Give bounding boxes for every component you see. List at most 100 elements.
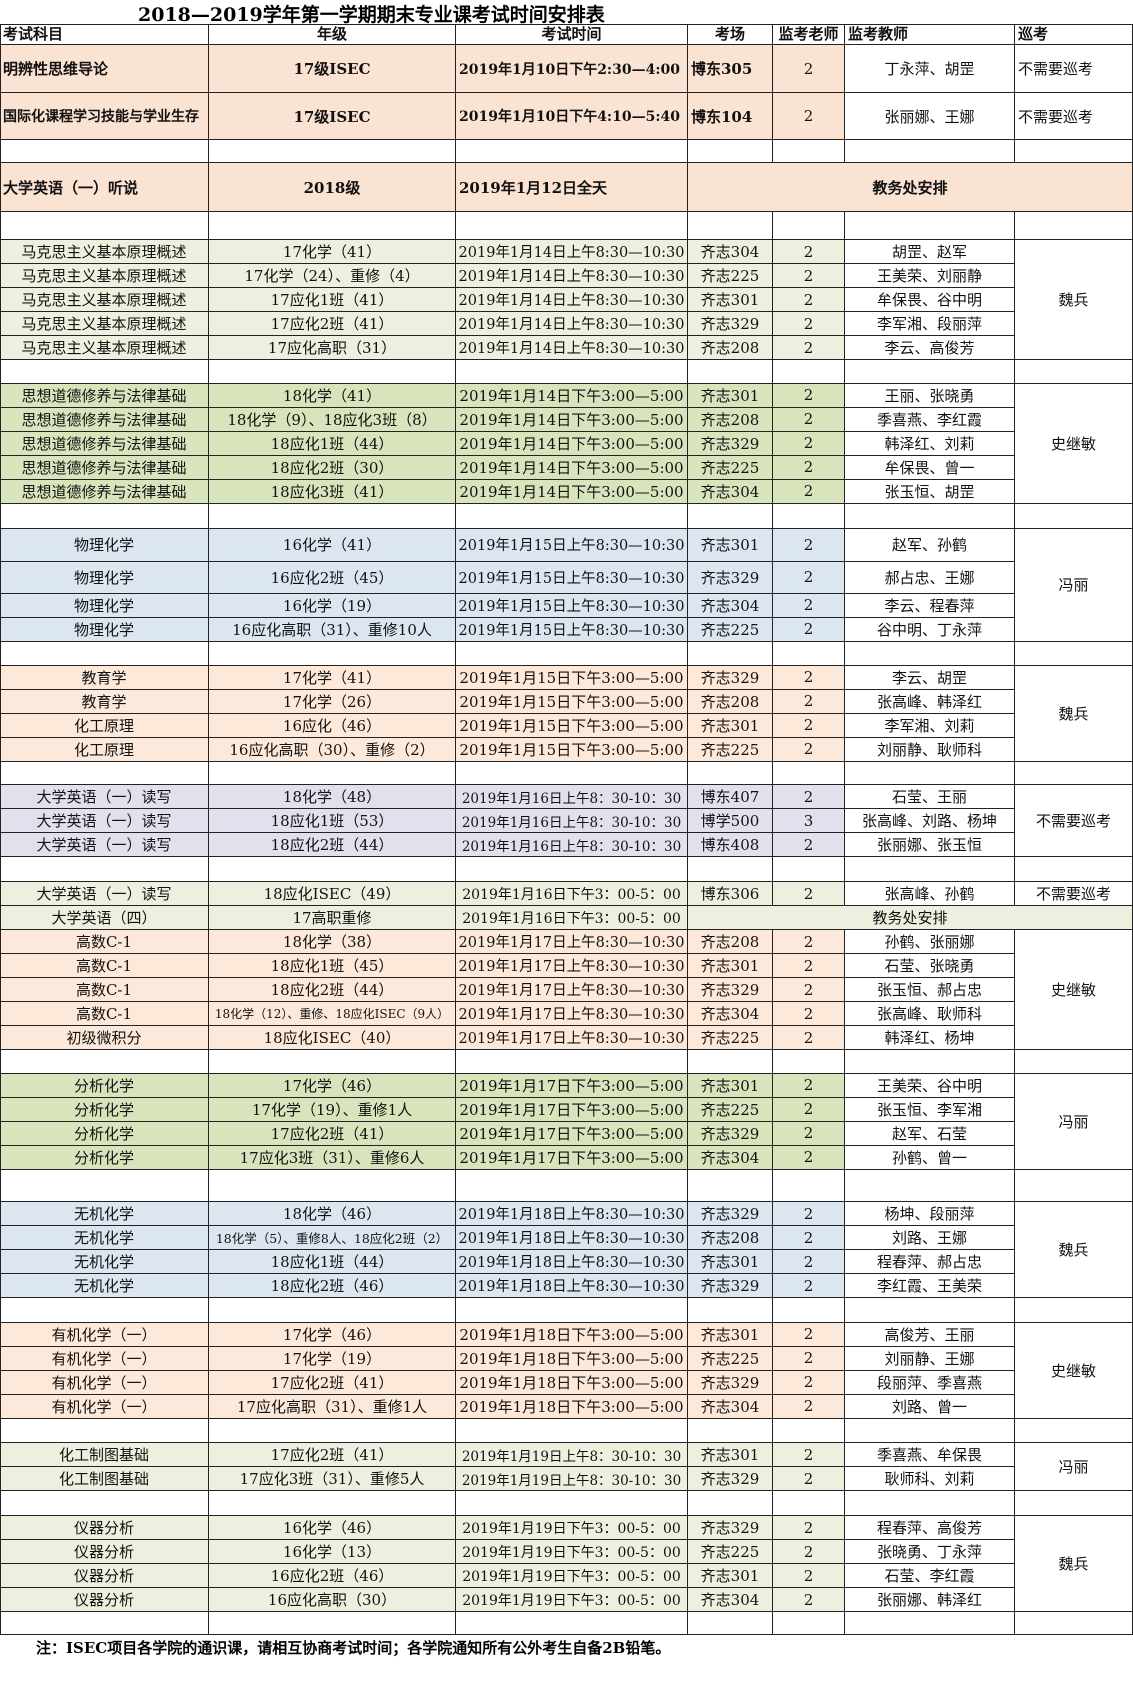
exam-cell: 仪器分析: [0, 1588, 209, 1613]
blank-cell: [773, 140, 845, 163]
exam-cell: 刘丽静、王娜: [845, 1346, 1015, 1371]
exam-cell: 2: [773, 312, 845, 337]
exam-cell: 17化学（46）: [209, 1073, 456, 1098]
exam-cell: 2019年1月15日下午3:00—5:00: [456, 737, 688, 762]
exam-cell: 齐志304: [688, 1002, 773, 1027]
header-cell: 巡考: [1015, 23, 1133, 46]
header-cell: 监考老师: [773, 23, 845, 46]
blank-cell: [209, 1612, 456, 1635]
exam-cell: 高数C-1: [0, 978, 209, 1003]
exam-cell: 张晓勇、丁永萍: [845, 1540, 1015, 1565]
exam-cell: 2019年1月14日下午3:00—5:00: [456, 479, 688, 504]
blank-cell: [845, 212, 1015, 241]
exam-cell: 齐志225: [688, 1540, 773, 1565]
exam-cell: 仪器分析: [0, 1516, 209, 1541]
blank-cell: [688, 761, 773, 786]
exam-cell: 齐志225: [688, 455, 773, 480]
exam-cell: 明辨性思维导论: [0, 45, 209, 94]
exam-cell: 丁永萍、胡罡: [845, 45, 1015, 94]
blank-cell: [209, 761, 456, 786]
exam-cell: 2019年1月19日上午8：30-10：30: [456, 1467, 688, 1492]
exam-cell: 16化学（19）: [209, 593, 456, 618]
exam-cell: 齐志304: [688, 1145, 773, 1170]
blank-cell: [456, 140, 688, 163]
blank-cell: [456, 1418, 688, 1444]
exam-cell: 2: [773, 1467, 845, 1492]
exam-cell: 2: [773, 978, 845, 1003]
exam-cell: 2: [773, 264, 845, 289]
exam-cell: 16应化2班（45）: [209, 561, 456, 594]
exam-cell: 齐志208: [688, 930, 773, 955]
blank-cell: [0, 761, 209, 786]
exam-cell: 2: [773, 713, 845, 738]
blank-cell: [1015, 1050, 1133, 1074]
exam-cell: 齐志225: [688, 1026, 773, 1051]
exam-cell: 2019年1月19日下午3：00-5：00: [456, 1540, 688, 1565]
exam-cell: 2: [773, 833, 845, 858]
blank-cell: [209, 212, 456, 241]
exam-cell: 17化学（19）、重修1人: [209, 1097, 456, 1122]
exam-cell: 2: [773, 930, 845, 955]
exam-cell: 2019年1月19日上午8：30-10：30: [456, 1443, 688, 1468]
exam-cell: 胡罡、赵军: [845, 240, 1015, 265]
exam-cell: 2019年1月18日下午3:00—5:00: [456, 1370, 688, 1395]
blank-cell: [773, 1169, 845, 1202]
exam-cell: 无机化学: [0, 1226, 209, 1250]
exam-cell: 17应化2班（41）: [209, 1121, 456, 1146]
blank-cell: [209, 140, 456, 163]
blank-cell: [0, 1612, 209, 1635]
patrol-cell: 魏兵: [1015, 665, 1133, 762]
exam-cell: 17化学（26）: [209, 689, 456, 714]
exam-cell: 17应化3班（31）、重修6人: [209, 1145, 456, 1170]
exam-cell: 2: [773, 1121, 845, 1146]
exam-cell: 张玉恒、李军湘: [845, 1097, 1015, 1122]
exam-cell: 2: [773, 1026, 845, 1051]
exam-cell: 18应化1班（44）: [209, 1250, 456, 1275]
exam-cell: 2019年1月17日上午8:30—10:30: [456, 978, 688, 1003]
exam-cell: 2: [773, 1370, 845, 1395]
exam-cell: 齐志329: [688, 1274, 773, 1299]
blank-cell: [845, 1169, 1015, 1202]
blank-cell: [1015, 1612, 1133, 1635]
blank-cell: [1015, 503, 1133, 529]
exam-cell: 程春萍、高俊芳: [845, 1516, 1015, 1541]
exam-cell: 思想道德修养与法律基础: [0, 455, 209, 480]
exam-cell: 分析化学: [0, 1121, 209, 1146]
exam-cell: 张高峰、耿师科: [845, 1002, 1015, 1027]
exam-cell: 马克思主义基本原理概述: [0, 336, 209, 361]
exam-cell: 赵军、孙鹤: [845, 528, 1015, 562]
exam-cell: 2: [773, 1443, 845, 1468]
exam-cell: 孙鹤、曾一: [845, 1145, 1015, 1170]
exam-cell: 2: [773, 1394, 845, 1419]
exam-cell: 王丽、张晓勇: [845, 383, 1015, 408]
exam-cell: 2019年1月19日下午3：00-5：00: [456, 1588, 688, 1613]
patrol-cell: 冯丽: [1015, 1073, 1133, 1170]
blank-cell: [209, 642, 456, 666]
arrangement-cell: 教务处安排: [688, 162, 1133, 213]
header-cell: 考场: [688, 23, 773, 46]
blank-cell: [209, 360, 456, 384]
exam-cell: 2019年1月19日下午3：00-5：00: [456, 1516, 688, 1541]
blank-cell: [845, 1050, 1015, 1074]
sheet-title: 2018—2019学年第一学期期末专业课考试时间安排表: [138, 4, 605, 26]
exam-cell: 18应化2班（46）: [209, 1274, 456, 1299]
exam-cell: 物理化学: [0, 528, 209, 562]
patrol-cell: 史继敏: [1015, 930, 1133, 1051]
exam-cell: 2: [773, 737, 845, 762]
blank-cell: [845, 140, 1015, 163]
blank-cell: [456, 1050, 688, 1074]
exam-cell: 2019年1月16日上午8：30-10：30: [456, 785, 688, 810]
blank-cell: [0, 1050, 209, 1074]
exam-cell: 大学英语（一）读写: [0, 809, 209, 834]
exam-cell: 17应化3班（31）、重修5人: [209, 1467, 456, 1492]
exam-cell: 思想道德修养与法律基础: [0, 479, 209, 504]
exam-cell: 博东306: [688, 882, 773, 907]
blank-cell: [688, 1298, 773, 1323]
exam-cell: 2019年1月14日上午8:30—10:30: [456, 336, 688, 361]
exam-cell: 季喜燕、李红霞: [845, 407, 1015, 432]
exam-cell: 2019年1月15日上午8:30—10:30: [456, 617, 688, 643]
blank-cell: [773, 642, 845, 666]
blank-cell: [1015, 1491, 1133, 1517]
exam-cell: 化工制图基础: [0, 1443, 209, 1468]
blank-cell: [773, 212, 845, 241]
